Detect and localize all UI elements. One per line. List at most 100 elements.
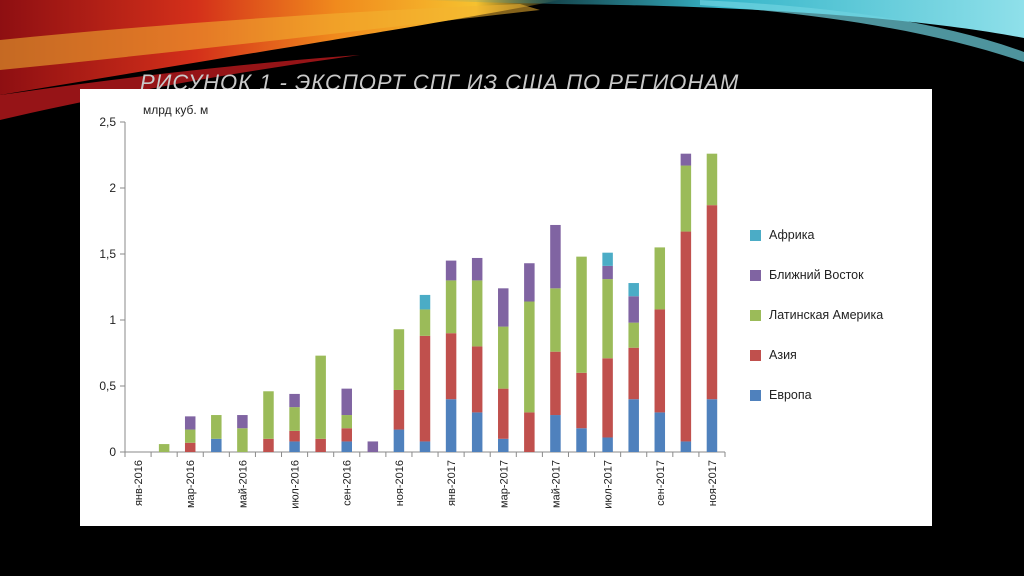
bar-segment: [706, 399, 718, 452]
bar-segment: [445, 333, 457, 400]
x-tick-label: мар-2016: [185, 460, 197, 508]
bar-segment: [263, 391, 274, 439]
bar-segment: [654, 309, 666, 413]
bar-segment: [576, 428, 587, 452]
bar-segment: [471, 346, 483, 413]
bar-segment: [498, 326, 509, 389]
bar-segment: [419, 309, 431, 336]
bar-segment: [367, 441, 379, 452]
bar-segment: [524, 263, 535, 302]
bar-segment: [445, 260, 457, 281]
y-tick-label: 1: [109, 313, 116, 327]
x-tick-label: ноя-2017: [707, 460, 719, 506]
legend-swatch: [750, 389, 761, 401]
bar-segment: [341, 388, 352, 416]
bar-segment: [237, 415, 248, 429]
bar-segment: [289, 393, 300, 408]
bar-segment: [393, 329, 405, 390]
bar-segment: [602, 279, 613, 359]
bar-segment: [654, 412, 666, 452]
bar-segment: [550, 288, 561, 352]
bar-segment: [211, 438, 222, 452]
chart-panel: 0 0,5 1 1,5 2 2,5 млрд куб. м янв-2016 мар-2016 м…: [80, 89, 932, 526]
bar-segment: [498, 288, 509, 327]
y-tick-label: 2: [109, 181, 116, 195]
bar-segment: [628, 322, 639, 348]
bar-segment: [341, 415, 352, 429]
bar-segment: [576, 372, 587, 429]
x-tick-label: янв-2016: [133, 460, 145, 506]
bar-segment: [628, 347, 639, 400]
bar-segment: [237, 428, 248, 452]
bar-segment: [524, 412, 535, 452]
bar-segment: [315, 438, 326, 452]
bar-segment: [471, 280, 483, 347]
bar-segment: [263, 438, 274, 452]
x-tick-label: сен-2017: [655, 460, 667, 506]
bar-segment: [289, 407, 300, 431]
legend-item: Европа: [750, 386, 812, 404]
stacked-bar-chart: 0 0,5 1 1,5 2 2,5 млрд куб. м янв-2016 мар-2016 м…: [99, 103, 726, 509]
bar-segment: [341, 428, 352, 442]
bar-segment: [445, 280, 457, 334]
x-tick-label: май-2016: [237, 460, 249, 508]
legend-swatch: [750, 229, 761, 241]
legend-label: Латинская Америка: [769, 308, 884, 322]
bar-segment: [602, 437, 613, 452]
x-tick-label: мар-2017: [498, 460, 510, 508]
bar-segment: [184, 429, 196, 443]
legend-swatch: [750, 349, 761, 361]
bar-segment: [524, 301, 535, 413]
bar-segment: [576, 256, 587, 373]
bar-segment: [315, 355, 326, 439]
bar-segment: [628, 399, 639, 452]
bar-segment: [158, 444, 170, 452]
legend-label: Европа: [769, 388, 812, 402]
x-tick-label: ноя-2016: [394, 460, 406, 506]
bar-segment: [341, 441, 352, 452]
legend-label: Ближний Восток: [769, 268, 864, 282]
bar-segment: [706, 153, 718, 206]
bar-segment: [289, 441, 300, 452]
x-tick-label: июл-2017: [603, 460, 615, 509]
legend-label: Африка: [769, 228, 815, 242]
legend-item: Латинская Америка: [750, 306, 883, 324]
bar-segment: [602, 358, 613, 438]
bar-segment: [471, 257, 483, 281]
legend-label: Азия: [769, 348, 797, 362]
legend-item: Ближний Восток: [750, 266, 864, 284]
y-axis-unit-label: млрд куб. м: [143, 103, 208, 117]
bar-segment: [706, 205, 718, 400]
x-tick-label: янв-2017: [446, 460, 458, 506]
bar-segment: [419, 335, 431, 442]
x-tick-label: июл-2016: [290, 460, 302, 509]
bar-segment: [680, 165, 692, 232]
bar-segment: [654, 247, 666, 310]
y-tick-label: 0,5: [99, 379, 116, 393]
bar-segment: [289, 430, 300, 442]
bar-segment: [419, 294, 431, 310]
bar-segment: [498, 438, 509, 452]
legend-item: Африка: [750, 226, 814, 244]
x-tick-label: май-2017: [550, 460, 562, 508]
legend-swatch: [750, 269, 761, 281]
bar-segment: [550, 224, 561, 289]
bar-segment: [393, 389, 405, 430]
bar-segment: [680, 441, 692, 452]
bar-segment: [471, 412, 483, 452]
bar-segment: [419, 441, 431, 452]
bar-segment: [628, 283, 639, 297]
bar-segment: [498, 388, 509, 439]
bar-segment: [602, 265, 613, 280]
bar-segment: [628, 296, 639, 323]
bar-segment: [680, 231, 692, 442]
y-tick-label: 0: [109, 445, 116, 459]
bar-segment: [211, 415, 222, 439]
legend-item: Азия: [750, 346, 797, 364]
bar-segment: [393, 429, 405, 452]
bar-segment: [680, 153, 692, 166]
legend-swatch: [750, 309, 761, 321]
bar-segment: [602, 252, 613, 266]
x-tick-label: сен-2016: [342, 460, 354, 506]
bar-segment: [445, 399, 457, 452]
